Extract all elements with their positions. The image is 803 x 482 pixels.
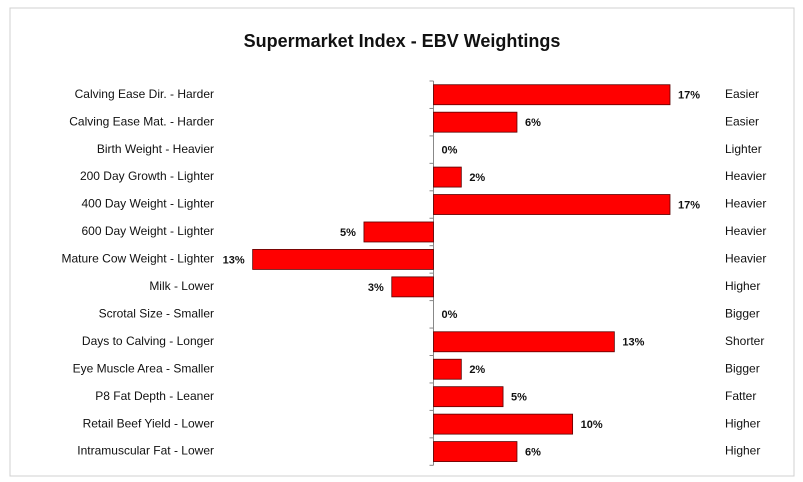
- value-label: 3%: [368, 282, 384, 294]
- category-label: 600 Day Weight - Lighter: [81, 224, 214, 238]
- value-label: 2%: [469, 172, 485, 184]
- category-label: Milk - Lower: [149, 279, 214, 293]
- category-label: Retail Beef Yield - Lower: [83, 416, 214, 430]
- value-label: 10%: [581, 419, 603, 431]
- bar: [363, 221, 434, 243]
- bar: [433, 84, 671, 106]
- direction-label: Bigger: [725, 361, 760, 375]
- direction-label: Heavier: [725, 169, 766, 183]
- bar: [433, 358, 462, 380]
- category-label: Intramuscular Fat - Lower: [77, 444, 214, 458]
- category-label: Scrotal Size - Smaller: [99, 306, 214, 320]
- value-label: 17%: [678, 90, 700, 102]
- direction-label: Heavier: [725, 252, 766, 266]
- bar: [433, 413, 574, 435]
- value-label: 6%: [525, 446, 541, 458]
- value-label: 17%: [678, 199, 700, 211]
- bar: [252, 249, 434, 270]
- direction-label: Higher: [725, 416, 760, 430]
- category-label: Birth Weight - Heavier: [97, 142, 214, 156]
- direction-label: Shorter: [725, 334, 764, 348]
- direction-label: Easier: [725, 114, 759, 128]
- category-label: Mature Cow Weight - Lighter: [61, 252, 214, 266]
- value-label: 6%: [525, 117, 541, 129]
- direction-label: Lighter: [725, 142, 762, 156]
- category-label: 200 Day Growth - Lighter: [80, 169, 214, 183]
- value-label: 5%: [340, 227, 356, 239]
- direction-label: Bigger: [725, 306, 760, 320]
- direction-label: Heavier: [725, 224, 766, 238]
- category-label: Calving Ease Mat. - Harder: [69, 114, 214, 128]
- value-label: 13%: [223, 254, 245, 266]
- category-label: P8 Fat Depth - Leaner: [95, 389, 214, 403]
- chart-title: Supermarket Index - EBV Weightings: [244, 31, 561, 51]
- category-label: Calving Ease Dir. - Harder: [75, 87, 214, 101]
- direction-label: Fatter: [725, 389, 756, 403]
- value-label: 5%: [511, 392, 527, 404]
- direction-label: Higher: [725, 279, 760, 293]
- bar: [433, 331, 615, 353]
- bar: [433, 166, 462, 188]
- category-label: 400 Day Weight - Lighter: [81, 197, 214, 211]
- direction-label: Higher: [725, 444, 760, 458]
- direction-label: Heavier: [725, 197, 766, 211]
- value-label: 0%: [442, 309, 458, 321]
- bar: [391, 276, 434, 298]
- chart-frame: [9, 7, 795, 477]
- value-label: 0%: [442, 145, 458, 157]
- bar: [433, 194, 671, 215]
- value-label: 13%: [622, 337, 644, 349]
- category-label: Eye Muscle Area - Smaller: [73, 361, 214, 375]
- value-label: 2%: [469, 364, 485, 376]
- bar: [433, 386, 504, 408]
- category-label: Days to Calving - Longer: [82, 334, 214, 348]
- bar: [433, 111, 518, 133]
- direction-label: Easier: [725, 87, 759, 101]
- bar: [433, 441, 518, 462]
